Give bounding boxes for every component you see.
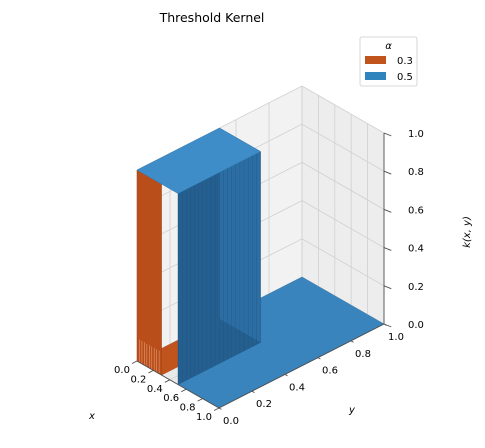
legend-label-0.3: 0.3: [397, 56, 413, 67]
legend-swatch-0.5: [365, 72, 386, 80]
legend-label-0.5: 0.5: [397, 72, 413, 83]
surface-0.5-top: [136, 127, 262, 194]
z-tick-label-2: 0.4: [408, 244, 424, 255]
grid-z-side-4: [301, 123, 385, 172]
y-tick-mark-2: [284, 374, 288, 377]
x-axis-label: x: [88, 411, 95, 422]
y-tick-label-5: 1.0: [388, 332, 404, 343]
z-tick-label-0: 0.0: [408, 320, 424, 331]
y-tick-mark-1: [251, 390, 255, 394]
x-tick-mark-0: [131, 360, 138, 364]
surface-0.3-front-wall: [136, 169, 162, 376]
legend: α 0.3 0.5: [359, 36, 418, 87]
tick-labels: 0.00.20.40.60.81.0 0.00.20.40.60.81.00.00…: [114, 129, 424, 427]
z-tick-label-4: 0.8: [408, 167, 424, 178]
x-tick-mark-3: [181, 388, 187, 393]
x-tick-mark-2: [164, 379, 171, 383]
z-tick-mark-2: [383, 247, 392, 251]
grid-z-side-2: [301, 200, 385, 248]
axes-lines: [136, 133, 385, 409]
z-tick-mark-1: [383, 285, 392, 290]
z-tick-label-5: 1.0: [408, 129, 424, 140]
z-tick-mark-5: [383, 132, 392, 137]
z-tick-mark-4: [383, 170, 392, 175]
y-tick-label-0: 0.0: [223, 416, 239, 427]
z-tick-label-1: 0.2: [408, 282, 424, 293]
y-tick-label-1: 0.2: [256, 399, 272, 410]
y-tick-label-4: 0.8: [355, 349, 371, 360]
x-tick-mark-4: [197, 398, 203, 402]
grid-z-side-1: [301, 238, 385, 287]
z-tick-mark-3: [383, 208, 392, 213]
x-tick-label-2: 0.4: [147, 384, 163, 395]
x-tick-label-4: 0.8: [180, 403, 196, 414]
z-tick-label-3: 0.6: [408, 205, 424, 216]
surface-mesh-streaks: [139, 153, 257, 383]
grid-z-side-3: [301, 162, 385, 210]
grid-z-side-5: [301, 85, 385, 134]
y-tick-label-3: 0.6: [322, 366, 338, 377]
x-tick-mark-5: [213, 407, 220, 411]
y-axis-label: y: [348, 405, 356, 416]
x-axis-line: [136, 360, 220, 409]
y-tick-label-2: 0.4: [289, 382, 305, 393]
x-tick-label-5: 1.0: [196, 412, 212, 423]
chart-title: Threshold Kernel: [159, 10, 265, 25]
z-axis-label: k(x, y): [462, 216, 473, 248]
z-tick-mark-0: [383, 323, 392, 328]
x-tick-label-3: 0.6: [163, 393, 179, 404]
surfaces: [136, 127, 385, 409]
y-tick-mark-3: [317, 357, 321, 360]
legend-title: α: [385, 41, 392, 52]
x-tick-label-0: 0.0: [114, 365, 130, 376]
legend-swatch-0.3: [365, 56, 386, 64]
x-tick-label-1: 0.2: [130, 374, 146, 385]
y-axis-line: [218, 323, 385, 409]
y-tick-mark-0: [218, 407, 222, 410]
x-tick-mark-1: [148, 369, 154, 374]
y-tick-mark-4: [350, 340, 354, 343]
side-pane: [302, 86, 384, 324]
